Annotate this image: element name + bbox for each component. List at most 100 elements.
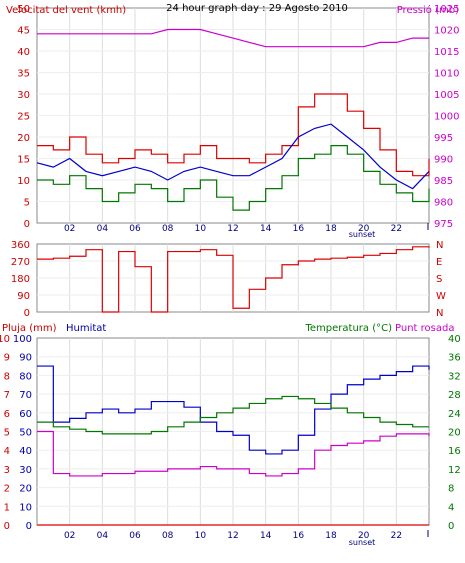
pressure-tick-label: 985 xyxy=(434,176,453,187)
chart-title: 24 hour graph day : 29 Agosto 2010 xyxy=(166,3,348,14)
temperature-tick-label: 4 xyxy=(448,502,454,513)
wind-speed-tick-label: 45 xyxy=(17,26,30,37)
wind-speed-tick-label: 25 xyxy=(17,112,30,123)
wind-direction-line xyxy=(37,246,430,313)
temperature-tick-label: 16 xyxy=(448,446,461,457)
degrees-tick-label: 180 xyxy=(11,274,30,285)
temperature-tick-label: 40 xyxy=(448,334,461,345)
x-tick-label: 18 xyxy=(325,531,337,541)
pressure-tick-label: 1020 xyxy=(434,26,459,37)
wind-speed-tick-label: 30 xyxy=(17,90,30,101)
humidity-tick-label: 70 xyxy=(19,390,32,401)
dew-point-line xyxy=(37,430,430,477)
wind-gust-line xyxy=(37,93,430,177)
x-tick-label: 06 xyxy=(129,531,141,541)
x-tick-label: 04 xyxy=(97,531,109,541)
wind-pressure-x-ticks: 02 04 06 08 10 12 14 16 18 20 22 xyxy=(64,223,429,234)
humidity-tick-label: 30 xyxy=(19,465,32,476)
compass-tick-label: S xyxy=(436,274,442,285)
temperature-tick-label: 28 xyxy=(448,390,461,401)
humidity-tick-label: 60 xyxy=(19,409,32,420)
rain-tick-label: 2 xyxy=(4,484,10,495)
compass-tick-label: E xyxy=(436,257,442,268)
humidity-tick-label: 50 xyxy=(19,428,32,439)
wind-speed-tick-label: 40 xyxy=(17,47,30,58)
dew-point-axis-label: Punt rosada xyxy=(395,323,454,334)
x-tick-label: 02 xyxy=(64,224,75,234)
pressure-line xyxy=(37,28,429,48)
x-tick-label: 20 xyxy=(358,224,370,234)
humidity-tick-label: 100 xyxy=(13,334,32,345)
rain-axis-label: Pluja (mm) xyxy=(2,323,57,334)
wind-speed-line xyxy=(36,123,430,190)
pressure-tick-label: 990 xyxy=(434,155,453,166)
x-tick-label: 22 xyxy=(391,224,402,234)
degrees-axis-ticks: 0 90 180 270 360 xyxy=(11,240,30,319)
x-tick-label: 06 xyxy=(129,224,141,234)
humidity-tick-label: 80 xyxy=(19,371,32,382)
temperature-tick-label: 0 xyxy=(448,521,454,532)
pressure-tick-label: 1000 xyxy=(434,112,459,123)
x-tick-label: 12 xyxy=(227,531,238,541)
rain-tick-label: 9 xyxy=(4,353,10,364)
x-tick-label: 02 xyxy=(64,531,75,541)
wind-speed-tick-label: 35 xyxy=(17,69,30,80)
humidity-line xyxy=(37,365,430,455)
sunset-marker-label: sunset xyxy=(349,538,376,547)
temperature-tick-label: 24 xyxy=(448,409,461,420)
x-tick-label: 20 xyxy=(358,531,370,541)
wind-speed-axis-label: Velocitat del vent (kmh) xyxy=(6,5,126,16)
temperature-axis-label: Temperatura (°C) xyxy=(304,323,392,334)
rain-tick-label: 8 xyxy=(4,371,10,382)
wind-speed-axis-ticks: 0 5 10 15 20 25 30 35 40 45 50 xyxy=(17,4,30,230)
x-tick-label: 08 xyxy=(162,531,174,541)
pressure-axis-label: Pressió (mb) xyxy=(397,4,459,16)
x-tick-label: 18 xyxy=(325,224,337,234)
degrees-tick-label: 270 xyxy=(11,257,30,268)
degrees-tick-label: 90 xyxy=(17,291,30,302)
temperature-axis-ticks: 0 4 8 12 16 20 24 28 32 36 40 xyxy=(448,334,461,532)
wind-pressure-series xyxy=(36,28,430,211)
pressure-axis-ticks: 975 980 985 990 995 1000 1005 1010 1015 1020 1025 xyxy=(434,4,459,230)
degrees-tick-label: 0 xyxy=(24,308,30,319)
rain-tick-label: 5 xyxy=(4,428,10,439)
humidity-axis-label: Humitat xyxy=(66,323,106,334)
temperature-tick-label: 20 xyxy=(448,428,461,439)
rain-axis-ticks: 0 1 2 3 4 5 6 7 8 9 10 xyxy=(0,334,10,532)
temperature-line xyxy=(37,395,429,435)
humidity-tick-label: 90 xyxy=(19,353,32,364)
x-tick-label: 16 xyxy=(293,224,305,234)
x-tick-label: 10 xyxy=(195,224,207,234)
rain-tick-label: 0 xyxy=(4,521,10,532)
humidity-tick-label: 10 xyxy=(19,502,32,513)
humidity-tick-label: 40 xyxy=(19,446,32,457)
wind-speed-tick-label: 15 xyxy=(17,155,30,166)
wind-direction-series xyxy=(37,246,430,313)
rain-tick-label: 10 xyxy=(0,334,10,345)
degrees-tick-label: 360 xyxy=(11,240,30,251)
x-tick-label: 12 xyxy=(227,224,238,234)
rain-tick-label: 6 xyxy=(4,409,10,420)
rain-tick-label: 3 xyxy=(4,465,10,476)
sunset-marker-label: sunset xyxy=(349,230,376,239)
x-tick-label: 10 xyxy=(195,531,207,541)
temperature-tick-label: 36 xyxy=(448,353,461,364)
wind-speed-tick-label: 10 xyxy=(17,176,30,187)
rain-tick-label: 4 xyxy=(4,446,10,457)
pressure-tick-label: 975 xyxy=(434,219,453,230)
x-tick-label: 14 xyxy=(260,531,272,541)
humidity-axis-ticks: 0 10 20 30 40 50 60 70 80 90 100 xyxy=(13,334,32,532)
pressure-tick-label: 1005 xyxy=(434,90,459,101)
wind-speed-tick-label: 5 xyxy=(24,198,30,209)
pressure-tick-label: 1010 xyxy=(434,69,459,80)
x-tick-label: 14 xyxy=(260,224,272,234)
rain-tick-label: 7 xyxy=(4,390,10,401)
x-tick-label: 16 xyxy=(293,531,305,541)
compass-tick-label: N xyxy=(436,240,443,251)
temperature-tick-label: 12 xyxy=(448,465,461,476)
